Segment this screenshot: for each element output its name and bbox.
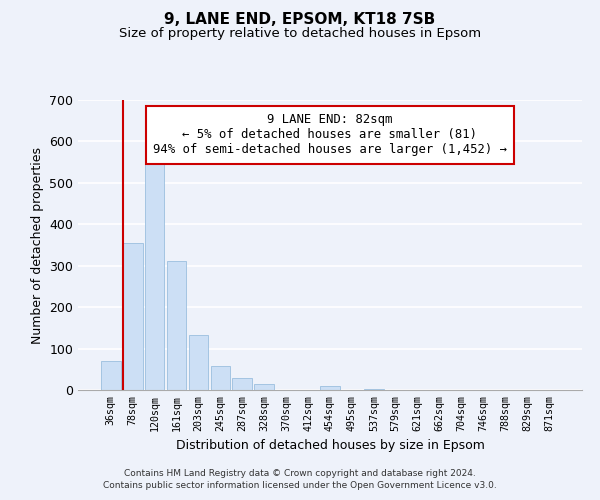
Bar (167, 260, 187, 390)
Bar (364, 389, 384, 390)
Bar (188, 335, 208, 390)
Text: Size of property relative to detached houses in Epsom: Size of property relative to detached ho… (119, 28, 481, 40)
Bar (254, 384, 274, 390)
Y-axis label: Number of detached properties: Number of detached properties (31, 146, 44, 344)
Bar (211, 366, 230, 390)
Text: 9 LANE END: 82sqm
← 5% of detached houses are smaller (81)
94% of semi-detached : 9 LANE END: 82sqm ← 5% of detached house… (153, 114, 507, 156)
Bar (145, 154, 164, 390)
Bar (123, 243, 143, 390)
Text: Contains HM Land Registry data © Crown copyright and database right 2024.: Contains HM Land Registry data © Crown c… (124, 468, 476, 477)
Text: 9, LANE END, EPSOM, KT18 7SB: 9, LANE END, EPSOM, KT18 7SB (164, 12, 436, 28)
Text: Contains public sector information licensed under the Open Government Licence v3: Contains public sector information licen… (103, 481, 497, 490)
Bar (320, 386, 340, 390)
X-axis label: Distribution of detached houses by size in Epsom: Distribution of detached houses by size … (176, 439, 484, 452)
Bar (232, 378, 252, 390)
Bar (101, 361, 121, 390)
